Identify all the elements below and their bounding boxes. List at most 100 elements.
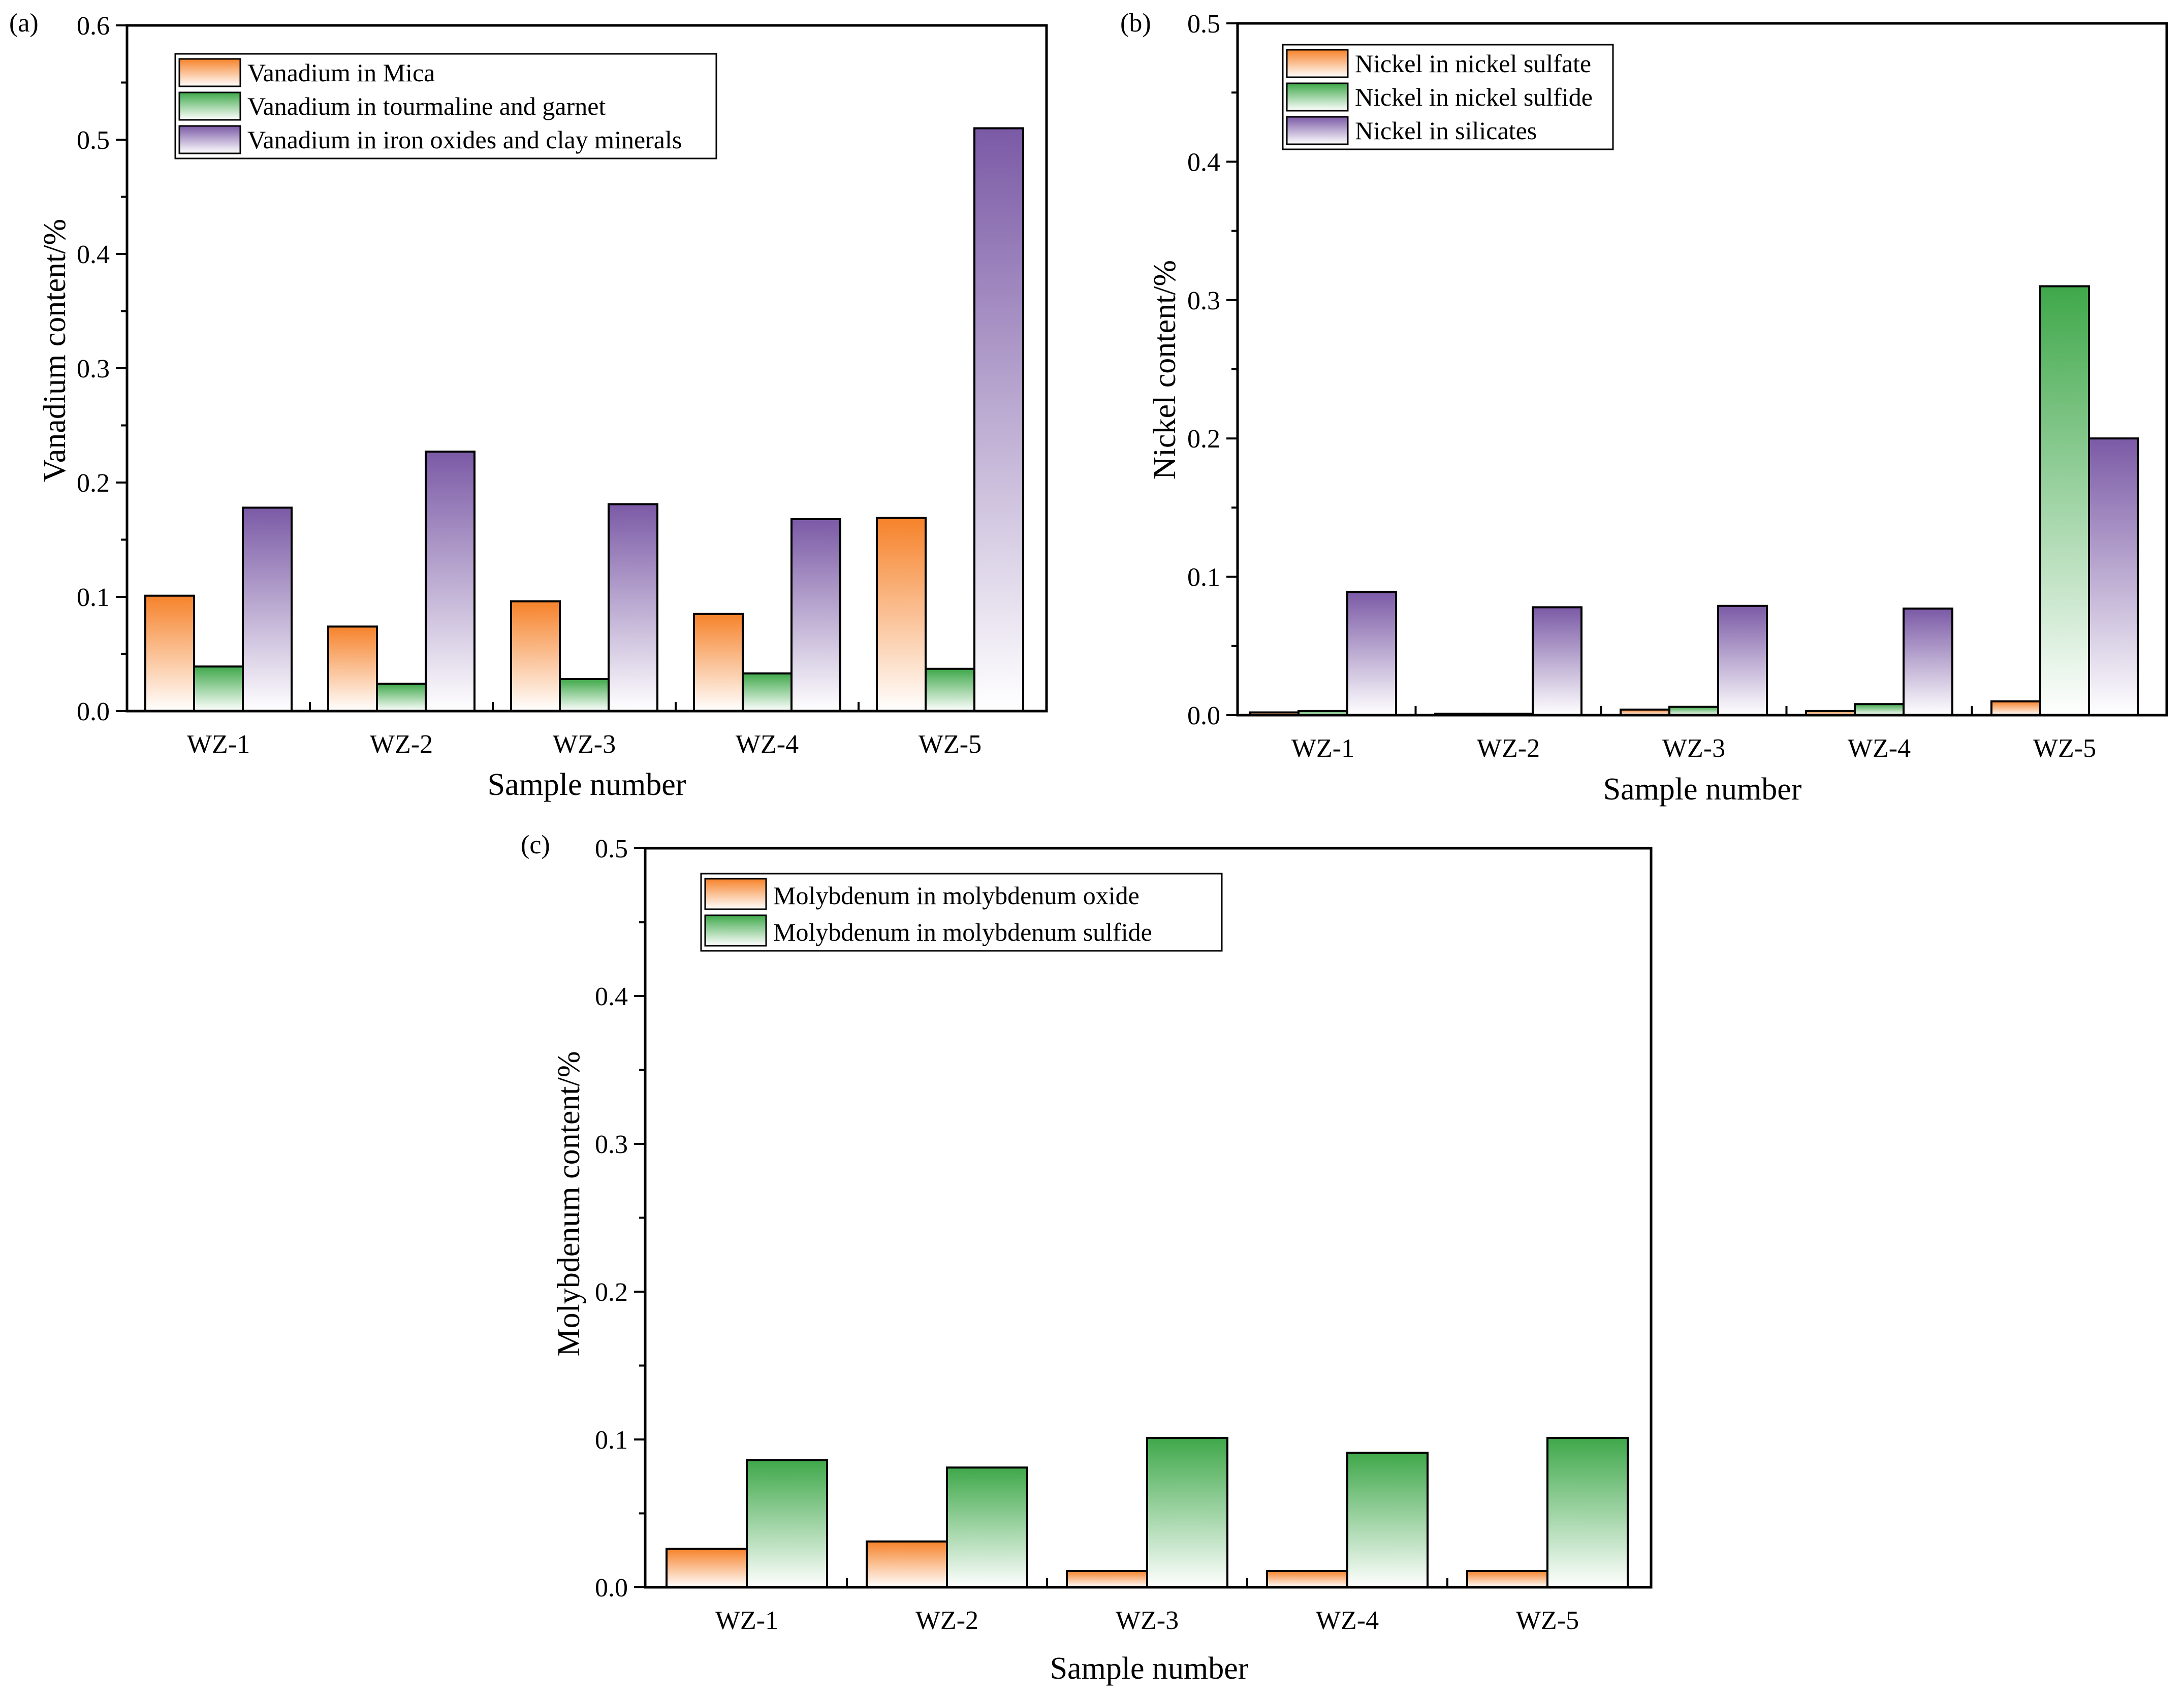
- y-tick-label: 0.5: [77, 126, 110, 155]
- bar-wz-4-series-2: [1854, 703, 1905, 717]
- bar-wz-5-series-3: [2088, 437, 2139, 716]
- legend-label: Molybdenum in molybdenum oxide: [773, 881, 1140, 910]
- bar-wz-3-series-2: [559, 678, 610, 712]
- y-tick-label: 0.2: [595, 1278, 628, 1307]
- panel-label: (c): [521, 830, 550, 859]
- legend-label: Vanadium in Mica: [247, 58, 435, 87]
- plot-area-b: WZ-1 WZ-2 WZ-3 WZ-4 WZ-5 0.0 0.1 0.2 0.3 0.4 0.5 Ni…: [1187, 10, 2168, 763]
- y-tick-label: 0.4: [595, 982, 628, 1011]
- y-tick-label: 0.6: [77, 12, 110, 41]
- legend: Vanadium in Mica Vanadium in tourmaline a…: [174, 53, 717, 159]
- bar-wz-2-series-1: [866, 1540, 948, 1589]
- y-tick-label: 0.1: [595, 1426, 628, 1455]
- bar-wz-3-series-2: [1146, 1437, 1228, 1589]
- bar-wz-1-series-1: [144, 594, 195, 712]
- x-tick-label: WZ-2: [915, 1606, 978, 1635]
- bar-wz-4-series-3: [790, 518, 841, 712]
- bar-wz-4-series-3: [1903, 607, 1953, 716]
- y-tick-label: 0.0: [77, 697, 110, 726]
- x-tick-label: WZ-4: [1316, 1606, 1379, 1635]
- legend: Molybdenum in molybdenum oxide Molybdenum…: [700, 873, 1223, 952]
- bar-wz-1-series-3: [242, 506, 293, 712]
- x-tick-label: WZ-3: [553, 730, 616, 759]
- bar-wz-2-series-3: [1532, 606, 1582, 716]
- y-tick-label: 0.3: [77, 355, 110, 383]
- legend-label: Nickel in nickel sulfate: [1355, 49, 1591, 78]
- chart-panel-c: (c) WZ-1 WZ-2 WZ-3 WZ-4 WZ-5 0.0 0.1 0.2 0.3 0.4 0…: [521, 830, 1653, 1686]
- y-tick-label: 0.2: [1187, 425, 1220, 454]
- x-axis-title: Sample number: [1603, 772, 1802, 807]
- x-tick-label: WZ-3: [1662, 734, 1725, 763]
- bar-wz-5-series-2: [925, 667, 975, 712]
- y-tick-label: 0.1: [1187, 563, 1220, 592]
- x-tick-label: WZ-5: [919, 730, 982, 759]
- bar-wz-1-series-2: [746, 1459, 828, 1588]
- bar-wz-4-series-2: [1346, 1452, 1429, 1588]
- y-axis-title: Nickel content/%: [1148, 260, 1182, 479]
- x-axis-title: Sample number: [488, 767, 686, 802]
- y-tick-label: 0.1: [77, 583, 110, 612]
- bar-wz-2-series-3: [425, 451, 476, 712]
- legend-swatch: [178, 91, 241, 121]
- bar-wz-2-series-2: [376, 683, 427, 712]
- bar-wz-5-series-2: [1546, 1437, 1629, 1589]
- chart-panel-b: (b) WZ-1 WZ-2 WZ-3 WZ-4 WZ-5 0.0 0.1 0.2 0.3 0.4 0…: [1120, 9, 2168, 807]
- x-tick-label: WZ-5: [2033, 734, 2096, 763]
- bar-wz-5-series-1: [876, 517, 927, 712]
- y-tick-label: 0.2: [77, 469, 110, 498]
- bar-wz-3-series-1: [510, 600, 561, 712]
- bar-wz-4-series-1: [693, 613, 744, 712]
- y-tick-label: 0.5: [1187, 10, 1220, 39]
- plot-area-c: WZ-1 WZ-2 WZ-3 WZ-4 WZ-5 0.0 0.1 0.2 0.3 0.4 0.5 Mo…: [595, 835, 1653, 1635]
- legend-swatch: [704, 914, 767, 947]
- x-tick-label: WZ-3: [1116, 1606, 1179, 1635]
- legend-label: Vanadium in tourmaline and garnet: [247, 92, 606, 120]
- bar-wz-2-series-2: [946, 1466, 1028, 1589]
- legend-swatch: [178, 125, 241, 154]
- y-tick-label: 0.0: [1187, 701, 1220, 730]
- y-axis-title: Vanadium content/%: [38, 219, 72, 482]
- bar-wz-3-series-1: [1066, 1569, 1148, 1588]
- legend: Nickel in nickel sulfate Nickel in nickel…: [1282, 44, 1614, 150]
- bar-wz-3-series-3: [608, 503, 658, 712]
- bar-wz-1-series-1: [666, 1548, 748, 1589]
- legend-swatch: [704, 878, 767, 910]
- bar-wz-1-series-2: [193, 665, 244, 712]
- bar-wz-5-series-2: [2039, 285, 2090, 716]
- bar-wz-2-series-1: [327, 625, 378, 712]
- bar-wz-3-series-3: [1717, 604, 1768, 716]
- legend-label: Vanadium in iron oxides and clay mineral…: [247, 125, 682, 154]
- x-tick-label: WZ-4: [736, 730, 799, 759]
- y-tick-label: 0.0: [595, 1574, 628, 1603]
- y-tick-label: 0.3: [595, 1130, 628, 1159]
- bar-wz-1-series-3: [1346, 591, 1397, 716]
- bar-wz-5-series-3: [973, 127, 1024, 712]
- legend-swatch: [178, 58, 241, 87]
- legend-swatch: [1286, 82, 1349, 112]
- y-tick-label: 0.3: [1187, 286, 1220, 315]
- x-tick-label: WZ-5: [1516, 1606, 1579, 1635]
- bar-wz-5-series-1: [1990, 700, 2041, 717]
- x-tick-label: WZ-1: [715, 1606, 778, 1635]
- y-tick-label: 0.4: [1187, 148, 1220, 177]
- x-axis-title: Sample number: [1050, 1651, 1249, 1686]
- bar-wz-4-series-2: [742, 672, 793, 712]
- plot-area-a: WZ-1 WZ-2 WZ-3 WZ-4 WZ-5 0.0 0.1 0.2 0.3 0.4 0.5 0.…: [77, 12, 1048, 759]
- panel-label: (b): [1120, 9, 1151, 38]
- x-tick-label: WZ-1: [1291, 734, 1354, 763]
- x-tick-label: WZ-2: [370, 730, 433, 759]
- bar-wz-4-series-1: [1266, 1569, 1348, 1588]
- y-tick-label: 0.5: [595, 835, 628, 863]
- x-tick-label: WZ-2: [1477, 734, 1540, 763]
- legend-label: Molybdenum in molybdenum sulfide: [773, 918, 1152, 946]
- legend-swatch: [1286, 116, 1349, 145]
- legend-swatch: [1286, 49, 1349, 78]
- y-tick-label: 0.4: [77, 240, 110, 269]
- legend-label: Nickel in silicates: [1355, 116, 1537, 145]
- x-tick-label: WZ-1: [187, 730, 250, 759]
- chart-panel-a: (a) WZ-1 WZ-2 WZ-3 WZ-4 WZ-5 0.0 0.1 0.2 0.3 0.4 0…: [9, 9, 1048, 802]
- legend-box: [174, 53, 717, 159]
- y-axis-title: Molybdenum content/%: [552, 1051, 586, 1357]
- x-tick-label: WZ-4: [1848, 734, 1911, 763]
